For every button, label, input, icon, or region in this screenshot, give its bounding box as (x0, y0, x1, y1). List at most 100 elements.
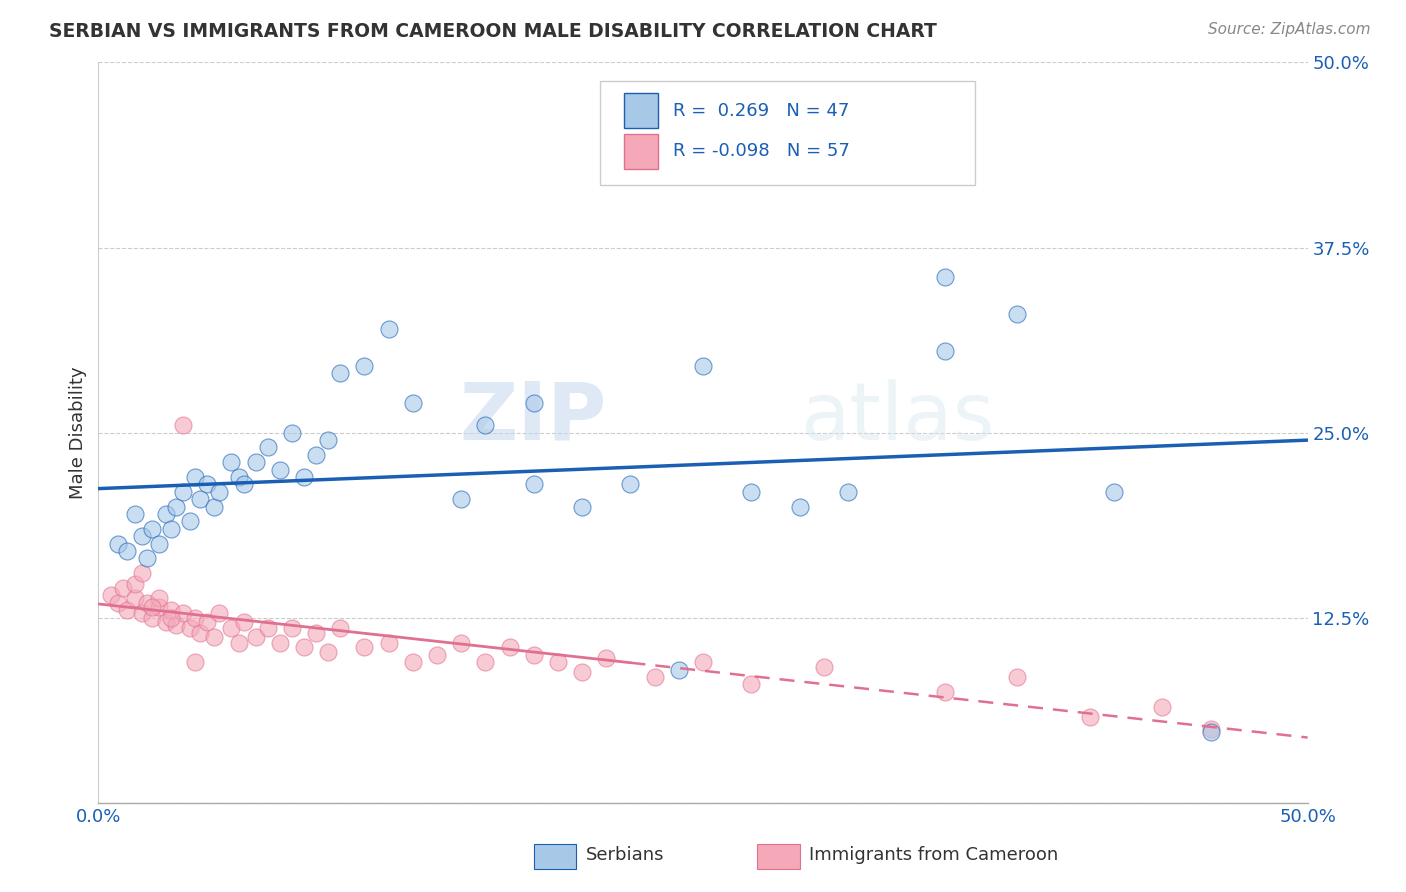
Point (934, 270, 956, 285)
Point (160, 610, 183, 624)
Point (450, 492, 472, 507)
Point (155, 507, 177, 521)
Point (221, 455, 243, 469)
Point (124, 591, 146, 606)
Point (934, 344, 956, 359)
Point (228, 470, 250, 484)
Point (305, 625, 328, 640)
Point (111, 581, 134, 595)
Bar (758, 844, 800, 870)
Point (172, 607, 194, 621)
Bar (624, 93, 658, 128)
Point (221, 621, 243, 635)
Point (269, 462, 291, 476)
Point (1102, 484, 1125, 499)
Point (1199, 724, 1222, 739)
Point (789, 500, 811, 514)
Point (228, 636, 250, 650)
Point (195, 615, 218, 629)
Text: Immigrants from Cameroon: Immigrants from Cameroon (810, 846, 1059, 863)
Point (208, 607, 231, 621)
Point (644, 670, 666, 684)
Point (204, 500, 226, 514)
Point (165, 618, 187, 632)
Point (256, 441, 278, 455)
Point (184, 470, 207, 484)
Point (498, 640, 520, 655)
Point (1152, 699, 1174, 714)
Point (188, 492, 211, 507)
Point (135, 551, 157, 566)
Point (595, 650, 617, 665)
Point (148, 536, 170, 550)
Bar (534, 844, 576, 870)
Point (100, 589, 122, 603)
Point (188, 625, 211, 640)
Point (256, 621, 278, 635)
Point (124, 507, 146, 521)
Point (450, 636, 472, 650)
Point (184, 610, 207, 624)
Point (107, 596, 129, 610)
Point (305, 448, 328, 462)
Point (245, 630, 267, 644)
Point (155, 615, 177, 629)
Point (547, 655, 569, 669)
Text: SERBIAN VS IMMIGRANTS FROM CAMEROON MALE DISABILITY CORRELATION CHART: SERBIAN VS IMMIGRANTS FROM CAMEROON MALE… (49, 22, 936, 41)
Text: Source: ZipAtlas.com: Source: ZipAtlas.com (1208, 22, 1371, 37)
Point (329, 367, 352, 381)
Bar (624, 134, 658, 169)
Point (292, 640, 315, 655)
Text: atlas: atlas (800, 379, 994, 457)
Point (353, 640, 375, 655)
Point (474, 418, 496, 433)
FancyBboxPatch shape (600, 81, 976, 185)
Text: R = -0.098   N = 57: R = -0.098 N = 57 (672, 143, 849, 161)
Point (474, 655, 496, 669)
Point (740, 677, 762, 691)
Point (131, 529, 153, 543)
Point (232, 477, 254, 491)
Point (269, 636, 291, 650)
Point (813, 659, 835, 673)
Point (160, 522, 183, 536)
Point (426, 648, 449, 662)
Point (377, 322, 399, 336)
Point (107, 536, 129, 550)
Point (523, 648, 546, 662)
Point (1007, 307, 1029, 321)
Point (837, 484, 859, 499)
Point (172, 418, 194, 433)
Point (329, 621, 352, 635)
Point (179, 621, 201, 635)
Point (141, 522, 163, 536)
Point (281, 425, 304, 440)
Point (195, 477, 218, 491)
Point (148, 600, 170, 615)
Point (668, 663, 690, 677)
Text: ZIP: ZIP (458, 379, 606, 457)
Point (160, 603, 183, 617)
Point (1199, 722, 1222, 736)
Point (204, 630, 226, 644)
Point (402, 655, 425, 669)
Point (934, 685, 956, 699)
Point (1078, 710, 1101, 724)
Point (619, 477, 641, 491)
Point (523, 477, 546, 491)
Point (184, 655, 207, 669)
Point (377, 636, 399, 650)
Point (692, 359, 714, 373)
Point (740, 484, 762, 499)
Point (117, 603, 139, 617)
Point (292, 470, 315, 484)
Point (141, 600, 163, 615)
Text: Serbians: Serbians (586, 846, 664, 863)
Point (523, 396, 546, 410)
Point (172, 484, 194, 499)
Point (402, 396, 425, 410)
Point (148, 591, 170, 606)
Y-axis label: Male Disability: Male Disability (69, 367, 87, 499)
Point (571, 665, 593, 680)
Point (353, 359, 375, 373)
